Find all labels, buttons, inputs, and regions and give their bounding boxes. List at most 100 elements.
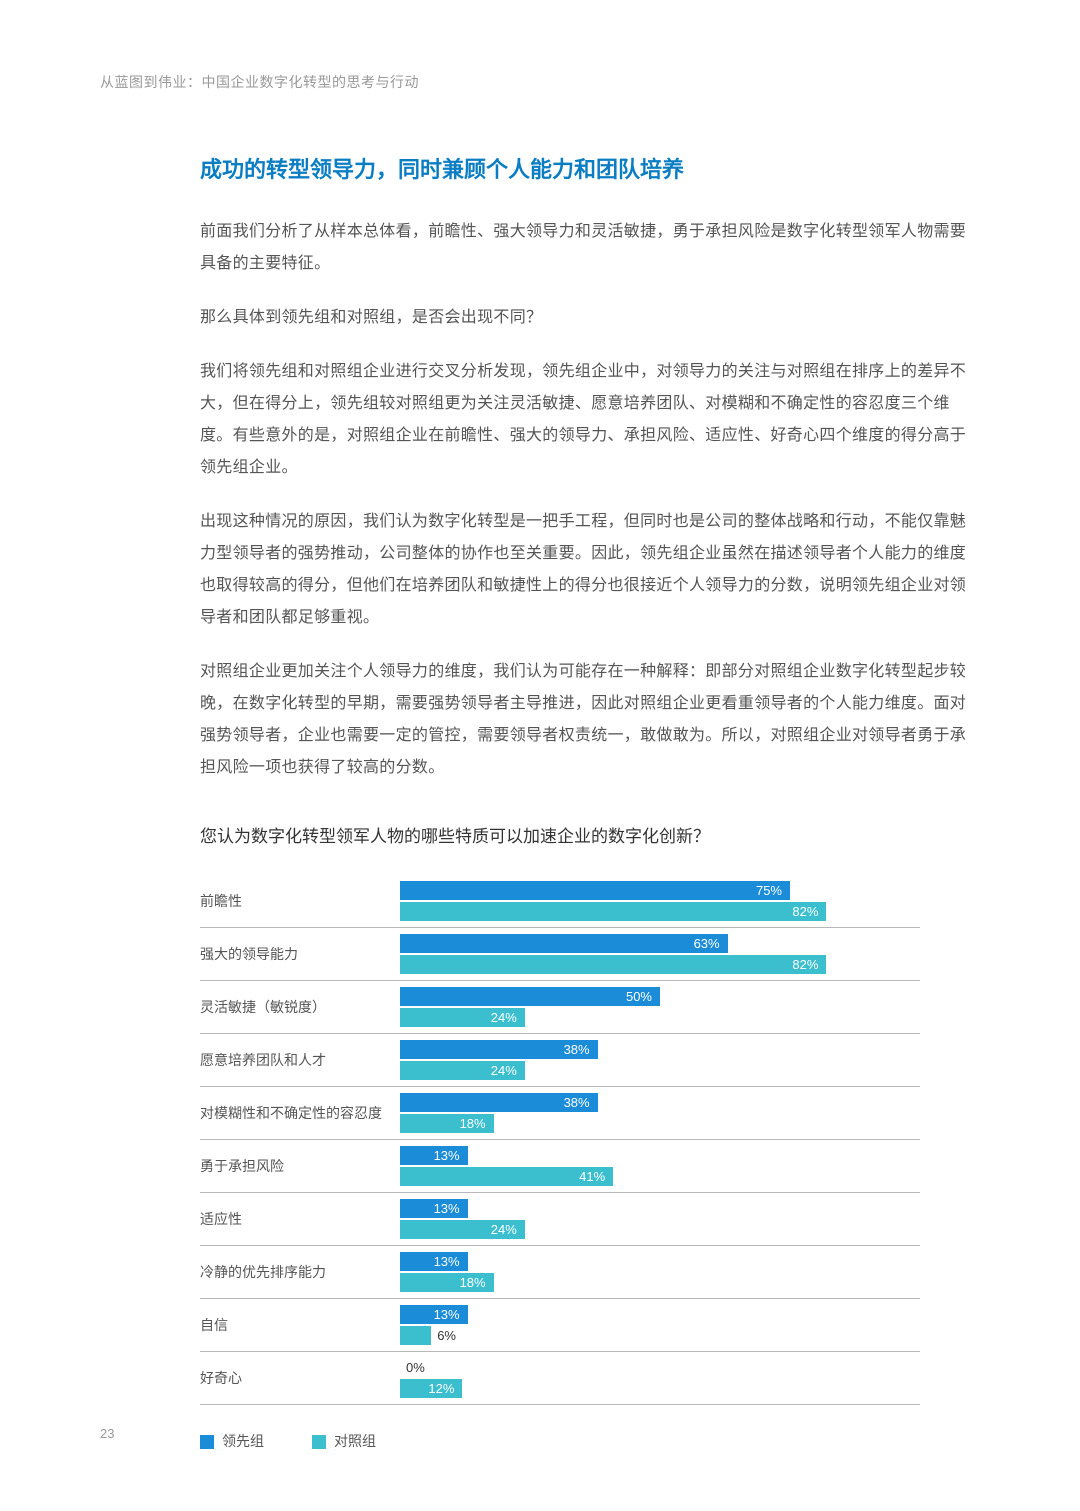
paragraph: 前面我们分析了从样本总体看，前瞻性、强大领导力和灵活敏捷，勇于承担风险是数字化转… — [200, 216, 980, 280]
legend-item: 对照组 — [312, 1431, 376, 1451]
bar: 82% — [400, 955, 826, 974]
page-number: 23 — [100, 1426, 114, 1441]
bars-group: 13% 41% — [400, 1146, 920, 1192]
bar-wrap: 38% — [400, 1093, 920, 1112]
bar-wrap: 63% — [400, 934, 920, 953]
bar-wrap: 82% — [400, 955, 920, 974]
paragraph: 对照组企业更加关注个人领导力的维度，我们认为可能存在一种解释：即部分对照组企业数… — [200, 656, 980, 784]
bar-value-label: 18% — [460, 1275, 494, 1290]
bar-wrap: 50% — [400, 987, 920, 1006]
paragraphs: 前面我们分析了从样本总体看，前瞻性、强大领导力和灵活敏捷，勇于承担风险是数字化转… — [200, 216, 980, 784]
bar: 75% — [400, 881, 790, 900]
bar: 41% — [400, 1167, 613, 1186]
bar: 24% — [400, 1061, 525, 1080]
bars-group: 38% 18% — [400, 1093, 920, 1139]
bar: 18% — [400, 1273, 494, 1292]
bar-wrap: 41% — [400, 1167, 920, 1186]
bars-group: 38% 24% — [400, 1040, 920, 1086]
paragraph: 我们将领先组和对照组企业进行交叉分析发现，领先组企业中，对领导力的关注与对照组在… — [200, 356, 980, 484]
bar-value-label: 18% — [460, 1116, 494, 1131]
bar: 50% — [400, 987, 660, 1006]
bar-wrap: 13% — [400, 1252, 920, 1271]
bar-wrap: 13% — [400, 1199, 920, 1218]
category-label: 好奇心 — [200, 1358, 400, 1388]
legend-label: 领先组 — [222, 1433, 264, 1449]
chart-row: 冷静的优先排序能力13%18% — [200, 1246, 920, 1299]
bars-group: 13% 24% — [400, 1199, 920, 1245]
bars-group: 0%12% — [400, 1358, 920, 1404]
bar-value-label: 13% — [434, 1201, 468, 1216]
section-title: 成功的转型领导力，同时兼顾个人能力和团队培养 — [200, 152, 980, 184]
bar-chart: 前瞻性75%82%强大的领导能力63%82%灵活敏捷（敏锐度）50%24%愿意培… — [200, 875, 920, 1405]
chart-row: 对模糊性和不确定性的容忍度 38% 18% — [200, 1087, 920, 1140]
bar-value-label: 38% — [564, 1042, 598, 1057]
bar-value-label: 24% — [491, 1010, 525, 1025]
bar-wrap: 18% — [400, 1114, 920, 1133]
bar-wrap: 18% — [400, 1273, 920, 1292]
bar: 13% — [400, 1252, 468, 1271]
chart-row: 强大的领导能力 63% 82% — [200, 928, 920, 981]
bar: 13% — [400, 1146, 468, 1165]
chart-row: 愿意培养团队和人才 38% 24% — [200, 1034, 920, 1087]
category-label: 自信 — [200, 1305, 400, 1335]
bar-wrap: 6% — [400, 1326, 920, 1345]
content-area: 成功的转型领导力，同时兼顾个人能力和团队培养 前面我们分析了从样本总体看，前瞻性… — [200, 152, 980, 1451]
bar: 38% — [400, 1093, 598, 1112]
running-header: 从蓝图到伟业：中国企业数字化转型的思考与行动 — [100, 72, 980, 92]
bar-wrap: 13% — [400, 1305, 920, 1324]
bar-wrap: 0% — [400, 1358, 920, 1377]
bar-wrap: 82% — [400, 902, 920, 921]
legend-swatch — [312, 1435, 326, 1449]
bar-wrap: 75% — [400, 881, 920, 900]
legend-label: 对照组 — [334, 1433, 376, 1449]
bar-value-label: 24% — [491, 1222, 525, 1237]
chart-row: 勇于承担风险 13% 41% — [200, 1140, 920, 1193]
category-label: 对模糊性和不确定性的容忍度 — [200, 1093, 400, 1123]
bar-value-label: 50% — [626, 989, 660, 1004]
bar-value-label: 41% — [579, 1169, 613, 1184]
paragraph: 出现这种情况的原因，我们认为数字化转型是一把手工程，但同时也是公司的整体战略和行… — [200, 506, 980, 634]
bar-wrap: 24% — [400, 1061, 920, 1080]
bar: 38% — [400, 1040, 598, 1059]
chart-row: 灵活敏捷（敏锐度） 50% 24% — [200, 981, 920, 1034]
category-label: 适应性 — [200, 1199, 400, 1229]
bar: 18% — [400, 1114, 494, 1133]
bar: 24% — [400, 1220, 525, 1239]
legend-item: 领先组 — [200, 1431, 264, 1451]
bar: 24% — [400, 1008, 525, 1027]
category-label: 冷静的优先排序能力 — [200, 1252, 400, 1282]
category-label: 前瞻性 — [200, 881, 400, 911]
bars-group: 13%18% — [400, 1252, 920, 1298]
category-label: 愿意培养团队和人才 — [200, 1040, 400, 1070]
category-label: 灵活敏捷（敏锐度） — [200, 987, 400, 1017]
bars-group: 50% 24% — [400, 987, 920, 1033]
chart-row: 好奇心0%12% — [200, 1352, 920, 1405]
legend-swatch — [200, 1435, 214, 1449]
bar-wrap: 13% — [400, 1146, 920, 1165]
bar-wrap: 24% — [400, 1220, 920, 1239]
bar-value-label: 38% — [564, 1095, 598, 1110]
bar-value-label: 13% — [434, 1254, 468, 1269]
bars-group: 75%82% — [400, 881, 920, 927]
category-label: 强大的领导能力 — [200, 934, 400, 964]
bar-value-label: 13% — [434, 1148, 468, 1163]
bar-value-label: 63% — [694, 936, 728, 951]
bar-value-label: 82% — [792, 957, 826, 972]
bar: 13% — [400, 1199, 468, 1218]
bar-wrap: 38% — [400, 1040, 920, 1059]
bar-value-label: 13% — [434, 1307, 468, 1322]
bars-group: 63% 82% — [400, 934, 920, 980]
bar-value-label: 82% — [792, 904, 826, 919]
chart-row: 前瞻性75%82% — [200, 875, 920, 928]
chart-row: 适应性 13% 24% — [200, 1193, 920, 1246]
bar-value-label: 0% — [400, 1360, 425, 1375]
paragraph: 那么具体到领先组和对照组，是否会出现不同？ — [200, 302, 980, 334]
bar-value-label: 24% — [491, 1063, 525, 1078]
page-container: 从蓝图到伟业：中国企业数字化转型的思考与行动 成功的转型领导力，同时兼顾个人能力… — [0, 0, 1080, 1511]
category-label: 勇于承担风险 — [200, 1146, 400, 1176]
bar: 13% — [400, 1305, 468, 1324]
bar: 82% — [400, 902, 826, 921]
bar: 63% — [400, 934, 728, 953]
bars-group: 13%6% — [400, 1305, 920, 1351]
bar: 12% — [400, 1379, 462, 1398]
